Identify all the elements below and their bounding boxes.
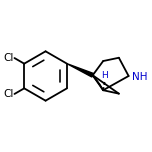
Text: Cl: Cl <box>3 89 13 99</box>
Text: Cl: Cl <box>3 53 13 63</box>
Text: NH: NH <box>132 73 147 83</box>
Text: H: H <box>102 71 108 81</box>
Polygon shape <box>67 64 93 77</box>
